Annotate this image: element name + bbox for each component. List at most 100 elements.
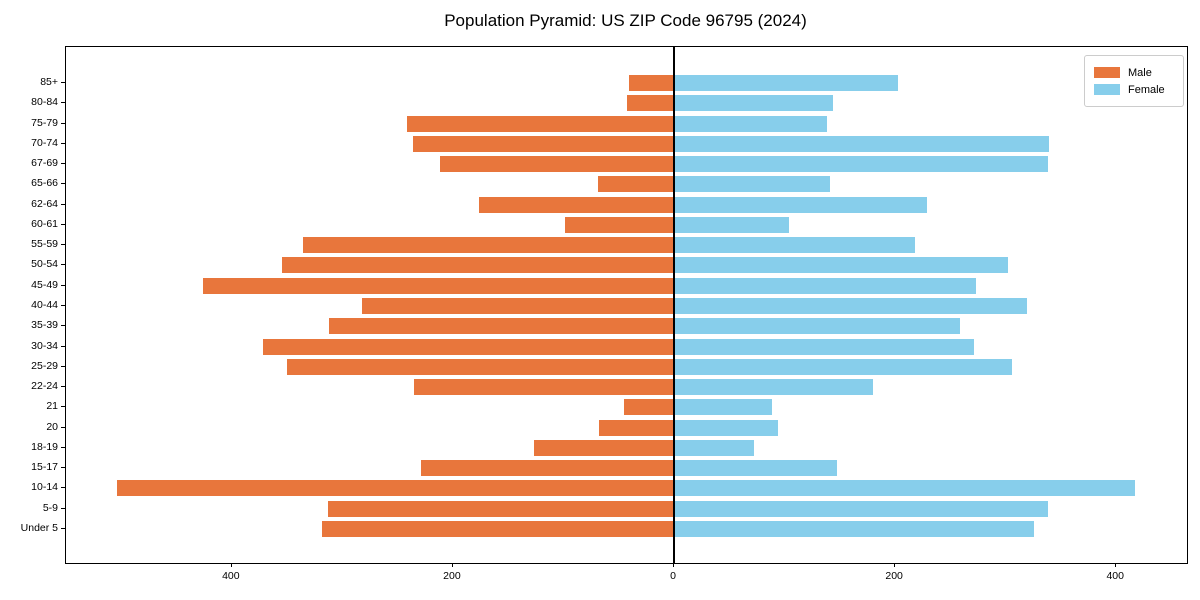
x-tick-label: 200	[443, 570, 461, 582]
y-tick-mark	[61, 528, 65, 529]
y-tick-label: 50-54	[31, 258, 58, 271]
male-bar	[287, 358, 675, 375]
male-bar	[414, 379, 675, 396]
female-bar	[674, 277, 976, 294]
y-tick-label: 20	[46, 420, 58, 433]
male-bar	[116, 480, 675, 497]
x-tick-label: 200	[885, 570, 903, 582]
female-bar	[674, 338, 974, 355]
male-bar	[413, 135, 675, 152]
y-tick-mark	[61, 82, 65, 83]
y-tick-label: 22-24	[31, 380, 58, 393]
male-bar	[302, 237, 675, 254]
y-tick-mark	[61, 487, 65, 489]
y-tick-label: 10-14	[31, 481, 58, 494]
x-tick-mark	[230, 563, 232, 567]
y-tick-mark	[61, 163, 65, 165]
y-tick-mark	[61, 183, 65, 185]
y-tick-label: 30-34	[31, 339, 58, 352]
female-bar	[674, 500, 1048, 517]
male-bar	[597, 176, 675, 193]
female-bar	[674, 176, 830, 193]
legend-female-label: Female	[1128, 83, 1165, 96]
male-bar	[329, 318, 675, 335]
male-bar	[322, 521, 675, 537]
male-bar	[328, 500, 675, 517]
x-tick-mark	[673, 563, 675, 567]
y-tick-mark	[61, 406, 65, 408]
female-bar	[674, 318, 961, 335]
male-bar	[479, 196, 675, 213]
plot-area: Male Female	[65, 46, 1188, 564]
y-tick-mark	[61, 223, 65, 225]
y-tick-label: 35-39	[31, 319, 58, 332]
y-tick-label: 25-29	[31, 359, 58, 372]
x-tick-label: 400	[222, 570, 240, 582]
y-tick-label: Under 5	[20, 522, 58, 534]
male-bar	[281, 257, 675, 274]
male-bar	[420, 460, 675, 477]
female-bar	[674, 439, 754, 456]
female-bar	[674, 196, 928, 213]
y-tick-label: 85+	[40, 76, 58, 88]
female-bar	[674, 379, 874, 396]
female-bar	[674, 399, 773, 416]
legend-item-female: Female	[1094, 82, 1173, 97]
male-bar	[406, 115, 675, 132]
y-tick-mark	[61, 507, 65, 509]
legend-item-male: Male	[1094, 65, 1173, 80]
y-tick-label: 45-49	[31, 278, 58, 291]
y-tick-mark	[61, 142, 65, 144]
y-tick-mark	[61, 305, 65, 306]
y-tick-mark	[61, 325, 65, 327]
x-tick-label: 400	[1106, 570, 1124, 582]
female-swatch-icon	[1094, 84, 1120, 95]
y-tick-mark	[61, 365, 65, 367]
female-bar	[674, 135, 1049, 152]
male-bar	[628, 75, 675, 91]
y-tick-mark	[61, 122, 65, 124]
male-bar	[533, 439, 675, 456]
female-bar	[674, 237, 916, 254]
male-bar	[203, 277, 675, 294]
y-tick-mark	[61, 284, 65, 286]
female-bar	[674, 521, 1035, 537]
female-bar	[674, 460, 837, 477]
female-bar	[674, 115, 827, 132]
y-tick-label: 60-61	[31, 217, 58, 230]
y-tick-label: 40-44	[31, 299, 58, 311]
y-tick-mark	[61, 446, 65, 448]
y-tick-mark	[61, 426, 65, 428]
female-bar	[674, 358, 1013, 375]
y-tick-label: 70-74	[31, 136, 58, 149]
chart-title: Population Pyramid: US ZIP Code 96795 (2…	[444, 11, 807, 30]
y-tick-mark	[61, 264, 65, 266]
y-tick-label: 15-17	[31, 461, 58, 474]
female-bar	[674, 298, 1027, 314]
zero-axis-line	[673, 47, 675, 563]
y-tick-label: 21	[46, 400, 58, 413]
x-tick-mark	[1115, 563, 1117, 567]
y-tick-mark	[61, 386, 65, 388]
y-tick-label: 67-69	[31, 157, 58, 170]
female-bar	[674, 75, 899, 91]
y-tick-mark	[61, 203, 65, 205]
y-tick-label: 55-59	[31, 238, 58, 251]
y-tick-label: 5-9	[42, 501, 58, 514]
y-tick-mark	[61, 345, 65, 347]
y-tick-label: 18-19	[31, 440, 58, 453]
male-bar	[564, 216, 675, 233]
x-tick-label: 0	[670, 570, 676, 582]
x-tick-mark	[451, 563, 453, 567]
y-tick-mark	[61, 102, 65, 104]
y-tick-label: 65-66	[31, 177, 58, 190]
y-tick-mark	[61, 467, 65, 469]
female-bar	[674, 480, 1136, 497]
x-tick-mark	[894, 563, 896, 567]
male-bar	[624, 399, 675, 416]
male-bar	[626, 95, 675, 112]
y-tick-label: 75-79	[31, 116, 58, 129]
male-bar	[439, 156, 675, 173]
legend-male-label: Male	[1128, 66, 1152, 79]
